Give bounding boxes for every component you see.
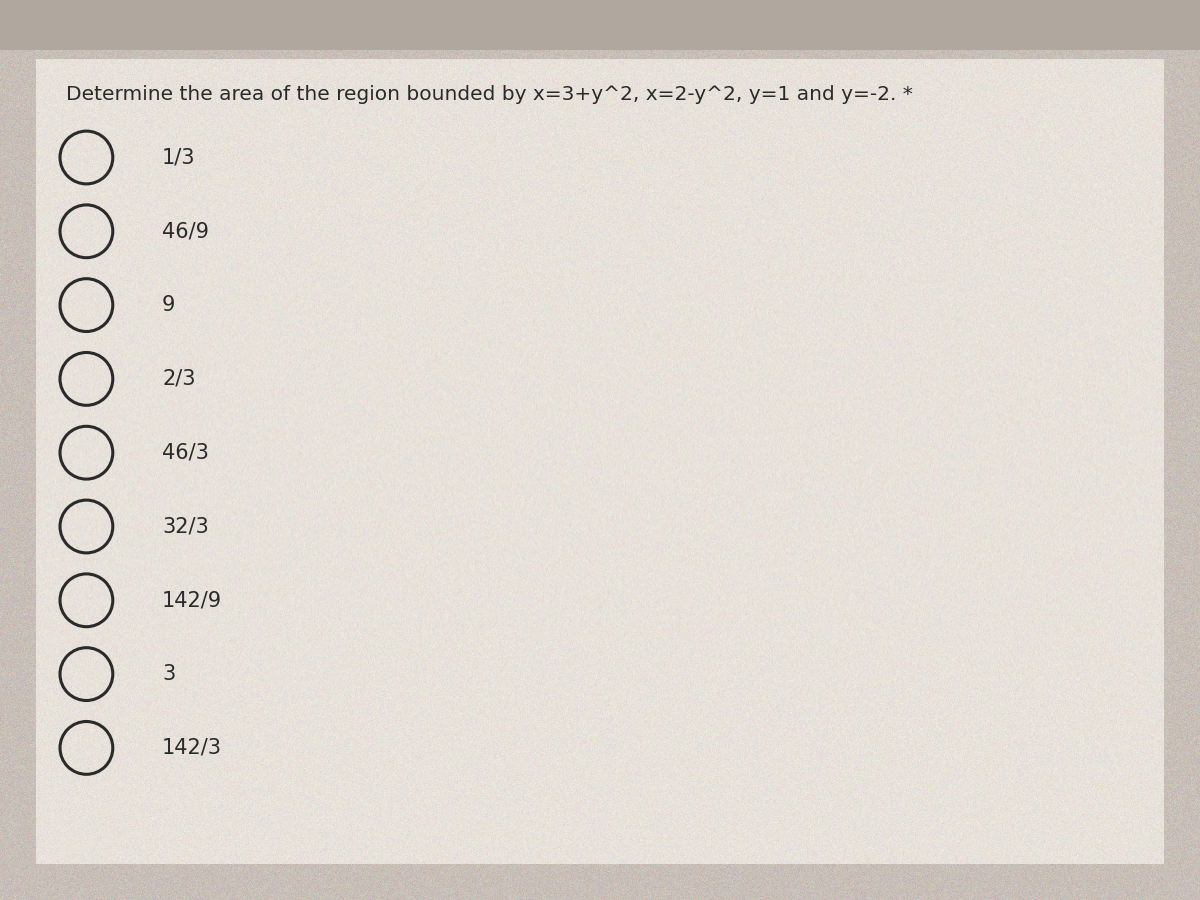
Text: 46/3: 46/3 [162, 443, 209, 463]
Text: 1/3: 1/3 [162, 148, 196, 167]
Text: 9: 9 [162, 295, 175, 315]
Text: 142/9: 142/9 [162, 590, 222, 610]
Text: 142/3: 142/3 [162, 738, 222, 758]
Text: Determine the area of the region bounded by x=3+y^2, x=2-y^2, y=1 and y=-2. *: Determine the area of the region bounded… [66, 86, 913, 104]
Text: 32/3: 32/3 [162, 517, 209, 536]
Text: 46/9: 46/9 [162, 221, 209, 241]
Text: 3: 3 [162, 664, 175, 684]
Text: 2/3: 2/3 [162, 369, 196, 389]
